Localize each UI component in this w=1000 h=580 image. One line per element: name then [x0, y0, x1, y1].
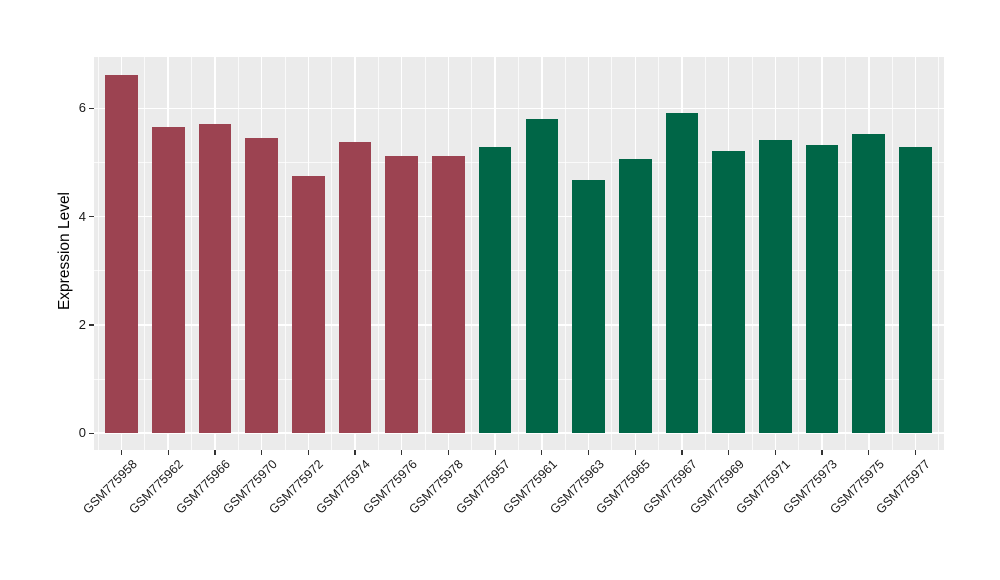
- bar-GSM775970: [245, 138, 278, 434]
- x-tick-mark: [634, 450, 636, 455]
- x-tick-mark: [307, 450, 309, 455]
- bar-GSM775976: [385, 156, 419, 434]
- x-tick-mark: [821, 450, 823, 455]
- bar-GSM775963: [572, 180, 605, 434]
- x-tick-mark: [401, 450, 403, 455]
- minor-gridline-vertical: [424, 57, 426, 450]
- x-tick-mark: [261, 450, 263, 455]
- x-tick-mark: [868, 450, 870, 455]
- minor-gridline-vertical: [191, 57, 193, 450]
- bar-GSM775973: [805, 144, 839, 434]
- x-tick-mark: [914, 450, 917, 455]
- minor-gridline-vertical: [938, 57, 940, 450]
- minor-gridline-vertical: [331, 57, 333, 450]
- bar-GSM775977: [899, 147, 932, 434]
- x-tick-mark: [681, 450, 683, 455]
- bar-GSM775967: [665, 112, 699, 434]
- bar-GSM775969: [712, 151, 745, 434]
- bar-GSM775971: [759, 140, 792, 434]
- minor-gridline-vertical: [284, 57, 286, 450]
- bar-GSM775972: [291, 175, 325, 434]
- bar-GSM775978: [432, 156, 465, 434]
- minor-gridline-vertical: [891, 57, 893, 450]
- minor-gridline-vertical: [377, 57, 379, 450]
- x-tick-mark: [120, 450, 123, 455]
- bar-GSM775961: [525, 118, 559, 434]
- bar-GSM775974: [338, 141, 372, 434]
- minor-gridline-vertical: [144, 57, 146, 450]
- x-tick-mark: [728, 450, 730, 455]
- bar-GSM775966: [198, 123, 232, 434]
- y-tick-mark: [88, 216, 94, 218]
- y-tick-mark: [88, 432, 94, 434]
- minor-gridline-vertical: [704, 57, 706, 450]
- bar-GSM775975: [852, 133, 886, 434]
- minor-gridline-vertical: [518, 57, 519, 450]
- x-tick-mark: [494, 450, 496, 455]
- y-tick-mark: [88, 324, 94, 326]
- x-tick-mark: [167, 450, 169, 455]
- bar-GSM775962: [151, 127, 185, 434]
- y-tick-label: 6: [78, 100, 86, 116]
- x-tick-mark: [587, 450, 590, 455]
- x-tick-mark: [214, 450, 216, 455]
- minor-gridline-vertical: [658, 57, 660, 450]
- x-tick-mark: [447, 450, 450, 455]
- minor-gridline-vertical: [611, 57, 613, 450]
- y-tick-mark: [88, 107, 94, 109]
- minor-gridline-vertical: [237, 57, 239, 450]
- minor-gridline-vertical: [564, 57, 566, 450]
- plot-panel: [93, 57, 944, 450]
- bar-GSM775965: [618, 159, 652, 434]
- x-tick-mark: [354, 450, 356, 455]
- minor-gridline-vertical: [798, 57, 800, 450]
- y-tick-label: 0: [78, 425, 86, 441]
- minor-gridline-vertical: [751, 57, 753, 450]
- bar-GSM775958: [105, 74, 138, 434]
- y-tick-label: 2: [78, 316, 86, 332]
- x-tick-mark: [774, 450, 776, 455]
- minor-gridline-vertical: [97, 57, 99, 450]
- minor-gridline-vertical: [844, 57, 846, 450]
- bar-GSM775957: [478, 146, 512, 434]
- y-tick-label: 4: [78, 208, 86, 224]
- minor-gridline-vertical: [471, 57, 473, 450]
- x-tick-mark: [541, 450, 543, 455]
